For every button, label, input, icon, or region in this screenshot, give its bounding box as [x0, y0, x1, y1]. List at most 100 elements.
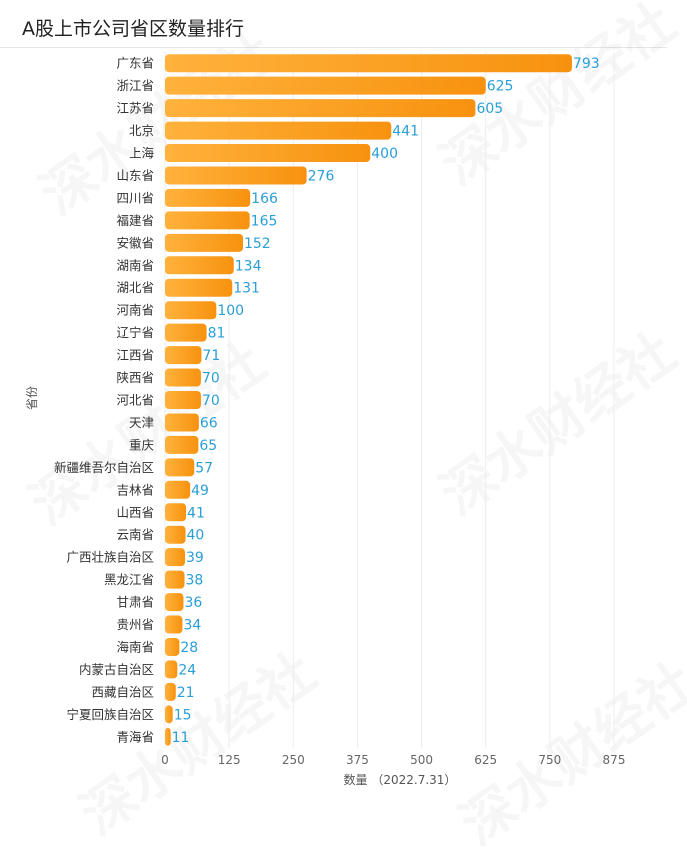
- category-label: 重庆: [129, 437, 155, 452]
- category-label: 山西省: [116, 505, 154, 520]
- bar: [165, 727, 171, 746]
- bar-chart: 0 125 250 375 500 625 750 875 广东省 793 浙江省 625 江苏省 605…: [25, 52, 625, 787]
- bar: [165, 76, 486, 95]
- category-label: 甘肃省: [116, 595, 154, 610]
- value-label: 66: [200, 415, 218, 431]
- category-label: 河北省: [116, 393, 154, 408]
- category-label: 陕西省: [116, 370, 154, 385]
- category-label: 上海: [129, 146, 155, 161]
- bar: [165, 211, 250, 230]
- category-label: 福建省: [116, 213, 154, 228]
- value-label: 625: [487, 79, 514, 95]
- bar: [165, 144, 371, 163]
- bar-layer: [165, 54, 572, 746]
- value-label: 49: [191, 483, 209, 499]
- bar: [165, 233, 243, 252]
- title-divider: [0, 47, 667, 48]
- x-tick-label: 750: [538, 753, 561, 767]
- value-label: 441: [392, 124, 419, 140]
- bar: [165, 637, 180, 656]
- value-label: 40: [187, 528, 205, 544]
- value-label: 70: [202, 371, 220, 387]
- chart-card: A股上市公司省区数量排行 深水财经社 深水财经社 深水财经社 深水财经社 深水财…: [0, 18, 667, 787]
- bar: [165, 256, 234, 275]
- chart-title: A股上市公司省区数量排行: [22, 18, 244, 40]
- bar: [165, 705, 173, 724]
- x-tick-label: 375: [346, 753, 369, 767]
- bar: [165, 660, 178, 679]
- value-label: 70: [202, 393, 220, 409]
- value-label: 276: [308, 168, 335, 184]
- bar: [165, 278, 233, 297]
- category-label: 浙江省: [116, 78, 154, 93]
- value-label: 15: [174, 707, 192, 723]
- bar: [165, 570, 185, 589]
- bar: [165, 121, 392, 140]
- value-label: 41: [187, 505, 205, 521]
- value-label: 166: [251, 191, 278, 207]
- category-label: 贵州省: [116, 617, 154, 632]
- category-label: 四川省: [116, 190, 154, 205]
- value-label: 81: [208, 326, 226, 342]
- bar: [165, 391, 201, 409]
- y-axis-label: 省份: [25, 386, 39, 410]
- category-label: 山东省: [116, 168, 154, 183]
- category-label: 湖南省: [116, 258, 154, 273]
- category-label: 宁夏回族自治区: [66, 707, 154, 722]
- value-label: 134: [235, 258, 262, 274]
- value-label: 400: [371, 146, 398, 162]
- category-label: 吉林省: [116, 482, 154, 497]
- bar: [165, 323, 207, 342]
- bar: [165, 166, 307, 185]
- bar: [165, 346, 202, 365]
- value-label: 21: [177, 685, 195, 701]
- label-layer: 0 125 250 375 500 625 750 875 广东省 793 浙江省 625 江苏省 605…: [54, 56, 625, 767]
- x-tick-label: 250: [282, 753, 305, 767]
- category-label: 安徽省: [116, 235, 154, 250]
- bar: [165, 435, 199, 454]
- category-label: 海南省: [116, 639, 154, 654]
- x-tick-label: 125: [218, 753, 241, 767]
- category-label: 青海省: [116, 729, 154, 744]
- value-label: 28: [180, 640, 198, 656]
- value-label: 152: [244, 236, 271, 252]
- bar: [165, 301, 217, 320]
- bar: [165, 548, 186, 567]
- value-label: 24: [178, 662, 196, 678]
- bar: [165, 615, 183, 634]
- x-tick-label: 875: [603, 753, 626, 767]
- value-label: 165: [251, 213, 278, 229]
- category-label: 黑龙江省: [104, 572, 154, 587]
- category-label: 广东省: [116, 56, 154, 71]
- category-label: 湖北省: [116, 280, 154, 295]
- category-label: 北京: [129, 123, 154, 138]
- bar: [165, 458, 195, 477]
- value-label: 71: [202, 348, 220, 364]
- x-tick-label: 625: [474, 753, 497, 767]
- value-label: 36: [184, 595, 202, 611]
- bar: [165, 368, 201, 387]
- value-label: 131: [233, 281, 260, 297]
- category-label: 江苏省: [116, 101, 154, 116]
- category-label: 河南省: [116, 303, 154, 318]
- bar: [165, 413, 199, 432]
- bar: [165, 99, 476, 118]
- x-tick-label: 0: [161, 753, 169, 767]
- bar: [165, 682, 176, 701]
- category-label: 内蒙古自治区: [79, 662, 154, 677]
- x-axis-label: 数量 （2022.7.31）: [344, 772, 457, 787]
- category-label: 云南省: [116, 527, 154, 542]
- bar: [165, 503, 187, 522]
- bar: [165, 480, 191, 499]
- value-label: 57: [195, 460, 213, 476]
- value-label: 39: [186, 550, 204, 566]
- category-label: 辽宁省: [116, 325, 154, 340]
- value-label: 11: [172, 730, 190, 746]
- x-tick-label: 500: [410, 753, 433, 767]
- bar: [165, 54, 572, 73]
- value-label: 65: [199, 438, 217, 454]
- category-label: 新疆维吾尔自治区: [54, 460, 154, 475]
- value-label: 100: [217, 303, 244, 319]
- category-label: 广西壮族自治区: [66, 550, 154, 565]
- category-label: 西藏自治区: [91, 684, 154, 699]
